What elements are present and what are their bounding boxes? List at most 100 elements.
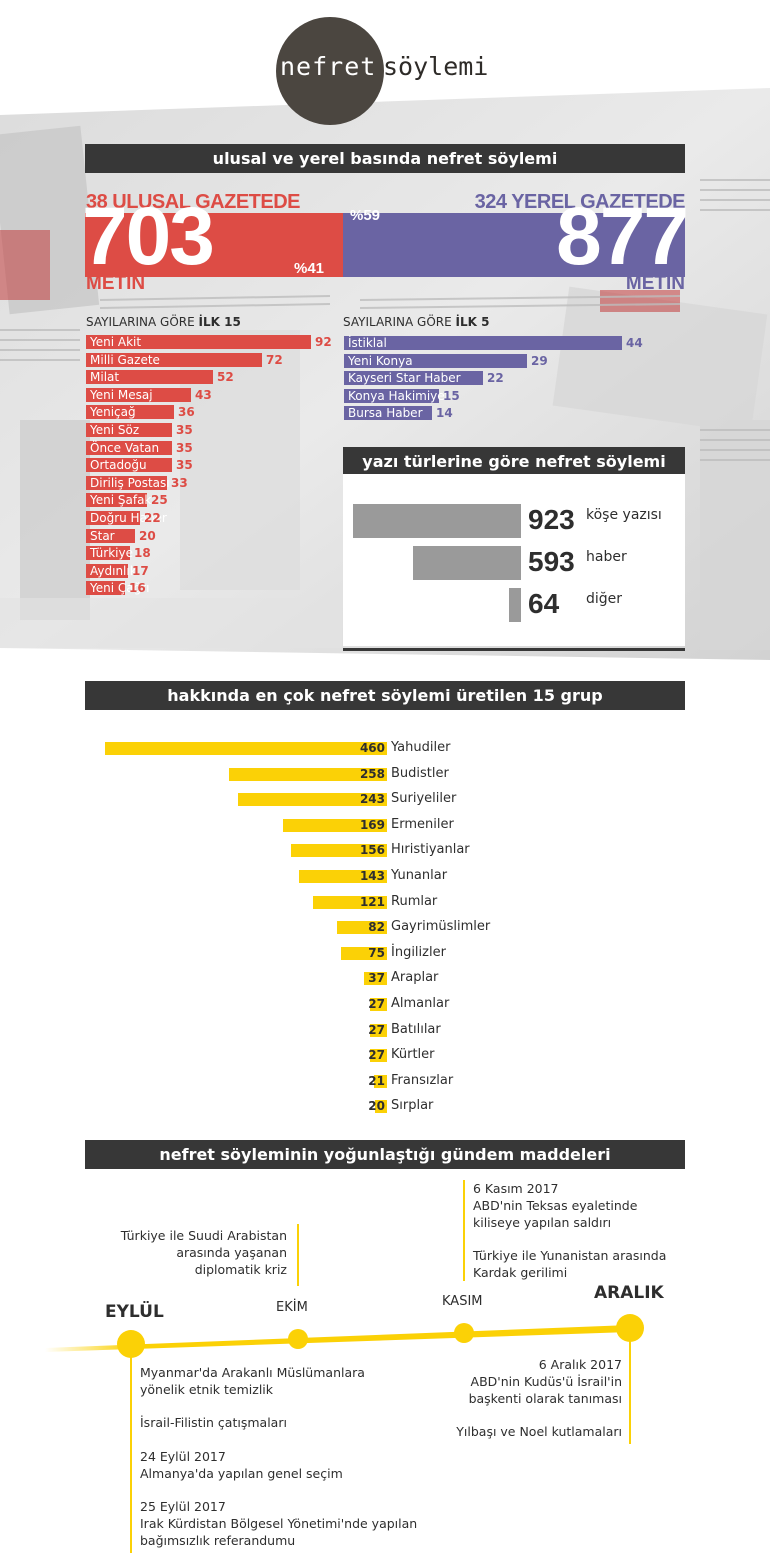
group-bar — [337, 921, 387, 935]
logo-text-nefret: nefret — [280, 52, 377, 81]
month-aralik: ARALIK — [594, 1283, 664, 1303]
national-share-box — [85, 213, 343, 277]
national-bar-label: Diriliş Postası — [90, 475, 170, 490]
national-title: 38 ULUSAL GAZETEDE — [86, 191, 301, 213]
local-list-heading: SAYILARINA GÖRE İLK 5 — [343, 315, 489, 329]
group-bar-value: 143 — [359, 869, 385, 883]
national-bar-value: 16 — [129, 581, 146, 596]
group-bar — [299, 870, 387, 883]
national-bar-label: Yeni Çağrı — [90, 581, 150, 596]
type-label: köşe yazısı — [586, 507, 662, 523]
note-kasim-line: Kardak gerilimi — [473, 1265, 568, 1280]
national-bar-label: Milli Gazete — [90, 352, 160, 367]
national-bar — [86, 370, 213, 385]
local-bar-label: İstiklal — [348, 336, 387, 350]
group-bar-label: Sırplar — [391, 1098, 434, 1114]
national-bar — [86, 352, 262, 367]
national-bar — [86, 440, 172, 455]
timeline-connector-ekim — [297, 1224, 299, 1286]
section-title-groups: hakkında en çok nefret söylemi üretilen … — [85, 681, 685, 710]
national-bar-value: 35 — [176, 458, 193, 473]
group-bar-label: Suriyeliler — [391, 791, 457, 807]
local-list-heading-bold: İLK 5 — [455, 315, 490, 329]
national-list-heading-prefix: SAYILARINA GÖRE — [86, 315, 199, 329]
national-bar-label: Aydınlık — [90, 563, 137, 578]
national-bar-label: Star — [90, 528, 115, 543]
local-bar-label: Yeni Konya — [348, 353, 413, 368]
timeline-dot-kasim — [454, 1323, 474, 1343]
group-bar — [370, 998, 387, 1011]
local-bar-value: 29 — [531, 353, 548, 368]
type-value: 593 — [528, 546, 575, 577]
group-bar-value: 82 — [368, 920, 385, 935]
local-bar — [344, 353, 527, 368]
local-percent: %59 — [350, 207, 381, 224]
group-bar-label: Almanlar — [391, 996, 450, 1011]
timeline-dot-aralik — [616, 1314, 644, 1342]
note-eylul-line: Irak Kürdistan Bölgesel Yönetimi'nde yap… — [140, 1516, 418, 1531]
group-bar — [238, 793, 387, 807]
note-ekim-line: arasında yaşanan — [176, 1245, 287, 1260]
national-bar — [86, 546, 130, 561]
national-bar-label: Yeniçağ — [90, 405, 136, 420]
national-bar — [86, 493, 147, 508]
national-bar — [86, 405, 174, 420]
timeline-axis — [45, 1314, 644, 1358]
local-share-box — [343, 213, 685, 277]
group-bar-value: 258 — [359, 766, 385, 781]
national-bar-value: 36 — [178, 405, 195, 420]
local-unit: METİN — [625, 273, 685, 294]
group-bar-value: 460 — [359, 741, 385, 755]
group-bar — [291, 844, 387, 858]
local-list-heading-prefix: SAYILARINA GÖRE — [343, 315, 456, 329]
local-bar-value: 15 — [443, 388, 460, 403]
timeline-connector-kasim — [463, 1180, 465, 1281]
group-bar-label: Yunanlar — [391, 868, 448, 883]
group-bar-label: Budistler — [391, 765, 449, 781]
group-bar-label: Ermeniler — [391, 816, 454, 832]
group-bar-value: 169 — [359, 817, 385, 832]
local-bar-value: 14 — [436, 406, 453, 421]
group-bar — [375, 1100, 387, 1114]
note-eylul-line: yönelik etnik temizlik — [140, 1382, 274, 1397]
group-bar-value: 21 — [368, 1073, 385, 1088]
local-bar-label: Bursa Haber — [348, 406, 423, 421]
national-bar-value: 25 — [151, 493, 168, 508]
national-bar-label: Yeni Mesaj — [90, 387, 153, 402]
type-label: diğer — [586, 591, 623, 607]
type-bar — [353, 504, 521, 538]
group-bar-label: İngilizler — [391, 944, 446, 960]
national-bar-value: 43 — [195, 387, 212, 402]
national-count: 703 — [82, 191, 215, 282]
type-bar — [413, 546, 521, 580]
group-bar-value: 27 — [368, 997, 385, 1011]
timeline-dot-ekim — [288, 1329, 308, 1349]
group-bar — [341, 946, 387, 960]
logo-circle — [276, 17, 384, 125]
group-bar-label: Rumlar — [391, 893, 438, 909]
note-kasim-line: Türkiye ile Yunanistan arasında — [473, 1248, 667, 1263]
national-bar-value: 72 — [266, 352, 283, 367]
group-bar-label: Hıristiyanlar — [391, 842, 470, 858]
group-bar-label: Batılılar — [391, 1021, 441, 1037]
section-title-timeline: nefret söyleminin yoğunlaştığı gündem ma… — [85, 1140, 685, 1169]
national-bar-value: 20 — [139, 528, 156, 543]
national-bar-value: 17 — [132, 563, 149, 578]
type-value: 923 — [528, 504, 575, 535]
note-aralik-line: Yılbaşı ve Noel kutlamaları — [456, 1424, 622, 1439]
local-bar-label: Kayseri Star Haber — [348, 371, 461, 386]
national-percent: %41 — [294, 260, 325, 277]
national-bar-label: Ortadoğu — [90, 458, 147, 473]
national-bar-value: 92 — [315, 335, 332, 349]
type-value: 64 — [528, 588, 560, 619]
group-bar — [364, 972, 387, 986]
note-eylul-1: Myanmar'da Arakanlı Müslümanlara yönelik… — [140, 1364, 365, 1398]
group-bar-value: 27 — [368, 1048, 385, 1063]
note-eylul-4: 25 Eylül 2017 Irak Kürdistan Bölgesel Yö… — [140, 1498, 417, 1549]
national-bar-value: 33 — [171, 475, 188, 490]
national-bar — [86, 563, 128, 578]
note-kasim-line: ABD'nin Teksas eyaletinde — [473, 1198, 638, 1213]
local-bar-value: 22 — [487, 371, 504, 386]
section-title-press: ulusal ve yerel basında nefret söylemi — [85, 144, 685, 173]
local-count: 877 — [556, 191, 689, 282]
